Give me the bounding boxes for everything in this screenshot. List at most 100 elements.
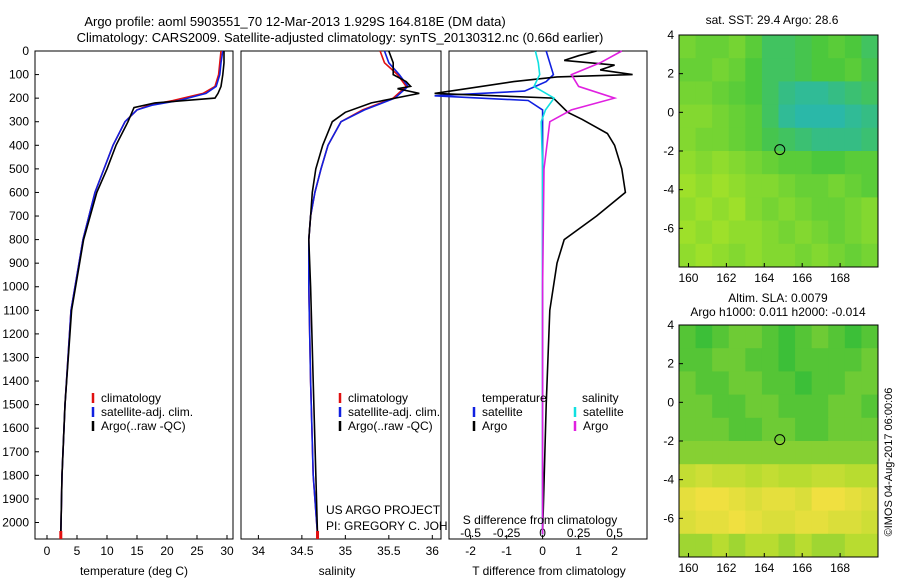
map-cell [828, 58, 846, 82]
x-tick-label: 20 [160, 544, 174, 558]
map-cell [828, 487, 846, 512]
map-y-tick-label: -2 [663, 434, 674, 448]
map-cell [695, 104, 713, 129]
map-cell [679, 348, 697, 372]
y-tick-label: 1200 [2, 327, 29, 341]
map-cell [761, 510, 779, 535]
map-cell [745, 35, 763, 59]
map-cell [761, 417, 779, 442]
x-tick-label: 2 [611, 544, 618, 558]
map-cell [811, 35, 829, 59]
map-cell [679, 197, 697, 222]
map-cell [712, 394, 730, 419]
map-cell [778, 487, 796, 512]
y-tick-label: 2000 [2, 515, 29, 529]
map-cell [679, 325, 697, 349]
map-cell [861, 394, 879, 419]
map-cell [844, 533, 862, 558]
map-y-tick-label: -2 [663, 144, 674, 158]
map-x-tick-label: 164 [754, 271, 774, 285]
map-cell [695, 394, 713, 419]
map-cell [861, 417, 879, 442]
map-cell [811, 104, 829, 129]
legend-label: climatology [348, 391, 408, 405]
map-cell [695, 174, 713, 198]
map-cell [795, 127, 813, 152]
temperature-panel: 0 5 10 15 20 25 300100200300400500600700800900… [2, 44, 234, 578]
map-cell [728, 197, 746, 222]
map-cell [695, 441, 713, 465]
map-cell [679, 243, 697, 268]
map-cell [828, 348, 846, 372]
climatology-bottom-marker [59, 531, 63, 539]
map-cell [728, 533, 746, 558]
argo-float-marker [774, 144, 786, 156]
project-credit: US ARGO PROJECT [326, 503, 441, 517]
map-cell [861, 441, 879, 465]
map-cell [761, 127, 779, 152]
map-cell [728, 220, 746, 245]
y-tick-label: 1400 [2, 374, 29, 388]
map-cell [712, 151, 730, 175]
map-cell [679, 533, 697, 558]
map-cell [828, 325, 846, 349]
map-cell [761, 151, 779, 175]
map-cell [778, 464, 796, 488]
map-cell [861, 533, 879, 558]
map-cell [712, 533, 730, 558]
map-cell [712, 58, 730, 82]
imos-stamp: ©IMOS 04-Aug-2017 06:00:06 [883, 388, 895, 537]
y-tick-label: 700 [9, 209, 29, 223]
map-cell [745, 441, 763, 465]
map-cell [844, 197, 862, 222]
map-cell [712, 35, 730, 59]
map-cell [795, 58, 813, 82]
x-tick-label: 5 [74, 544, 81, 558]
map-cell [745, 533, 763, 558]
map-cell [712, 127, 730, 152]
figure-title-line1: Argo profile: aoml 5903551_70 12-Mar-201… [84, 14, 505, 29]
map-cell [861, 243, 879, 268]
map-cell [811, 127, 829, 152]
map-cell [844, 464, 862, 488]
map-y-tick-label: 0 [667, 105, 674, 119]
legend-label: Argo [583, 419, 609, 433]
map-cell [861, 81, 879, 106]
map-cell [728, 151, 746, 175]
map-cell [778, 371, 796, 396]
map-cell [695, 348, 713, 372]
map-cell [828, 197, 846, 222]
map-cell [844, 325, 862, 349]
map-cell [695, 35, 713, 59]
map-x-tick-label: 160 [678, 561, 698, 575]
map-cell [844, 417, 862, 442]
map-cell [828, 174, 846, 198]
argo-float-marker [774, 434, 786, 446]
x-tick-label: -2 [465, 544, 476, 558]
map-cell [679, 464, 697, 488]
map-cell [811, 510, 829, 535]
salinity-xlabel: salinity [319, 564, 356, 578]
map-cell [679, 35, 697, 59]
sla-map-title-line1: Altim. SLA: 0.0079 [728, 291, 828, 305]
map-cell [811, 325, 829, 349]
y-tick-label: 1300 [2, 350, 29, 364]
map-cell [778, 441, 796, 465]
legend-label: satellite [482, 405, 523, 419]
x-tick-label: 34.5 [290, 544, 314, 558]
map-cell [844, 371, 862, 396]
map-cell [695, 464, 713, 488]
map-cell [861, 151, 879, 175]
temperature-panel-frame [34, 50, 234, 540]
map-cell [795, 394, 813, 419]
map-cell [844, 81, 862, 106]
map-cell [778, 197, 796, 222]
map-cell [828, 243, 846, 268]
map-cell [844, 58, 862, 82]
map-cell [778, 104, 796, 129]
map-cell [795, 220, 813, 245]
map-cell [761, 464, 779, 488]
t-difference-xlabel: T difference from climatology [472, 564, 626, 578]
x-tick-label: 34 [252, 544, 266, 558]
map-cell [745, 220, 763, 245]
